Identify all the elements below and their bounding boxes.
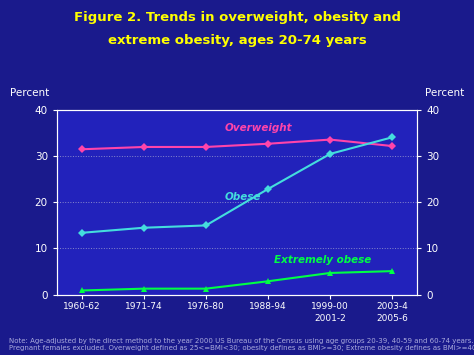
Text: 2001-2: 2001-2 xyxy=(314,314,346,323)
Text: Percent: Percent xyxy=(425,88,464,98)
Text: 1976-80: 1976-80 xyxy=(187,302,225,311)
Text: 1999-00: 1999-00 xyxy=(311,302,349,311)
Text: Note: Age-adjusted by the direct method to the year 2000 US Bureau of the Census: Note: Age-adjusted by the direct method … xyxy=(9,338,474,351)
Text: Percent: Percent xyxy=(10,88,49,98)
Text: Extremely obese: Extremely obese xyxy=(274,255,372,265)
Text: Figure 2. Trends in overweight, obesity and: Figure 2. Trends in overweight, obesity … xyxy=(73,11,401,24)
Text: 1960-62: 1960-62 xyxy=(63,302,100,311)
Text: Overweight: Overweight xyxy=(225,123,292,133)
Text: Obese: Obese xyxy=(225,192,261,202)
Text: 2005-6: 2005-6 xyxy=(376,314,408,323)
Text: 2003-4: 2003-4 xyxy=(376,302,408,311)
Text: extreme obesity, ages 20-74 years: extreme obesity, ages 20-74 years xyxy=(108,34,366,47)
Text: 1971-74: 1971-74 xyxy=(125,302,163,311)
Text: 1988-94: 1988-94 xyxy=(249,302,287,311)
